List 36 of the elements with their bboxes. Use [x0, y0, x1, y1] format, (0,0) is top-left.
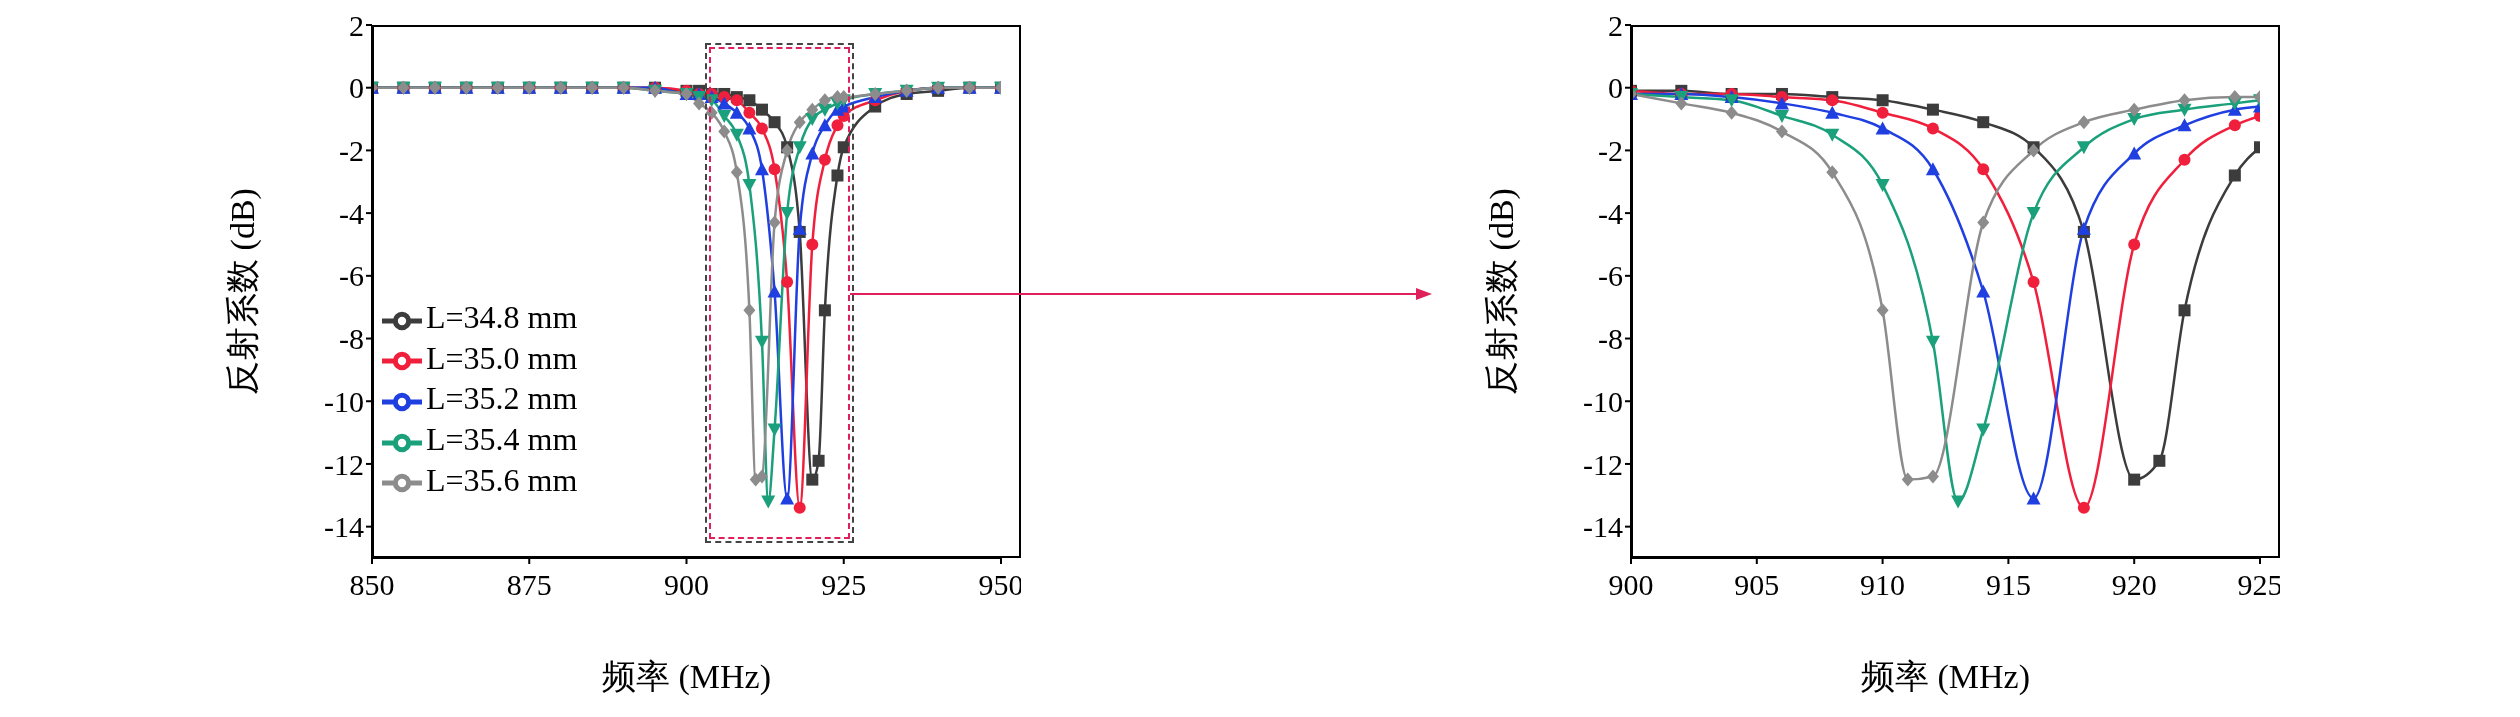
- x-tick-label: 910: [1860, 568, 1906, 602]
- y-tick-label: -10: [1583, 384, 1623, 418]
- legend-label: L=35.2 mm: [426, 380, 578, 417]
- x-tick-label: 875: [506, 568, 552, 602]
- x-axis-title: 频率 (MHz): [601, 658, 772, 696]
- y-tick-label: 0: [1608, 71, 1623, 105]
- legend-label: L=35.4 mm: [426, 420, 578, 457]
- x-tick-label: 915: [1985, 568, 2031, 602]
- x-tick-label: 850: [349, 568, 395, 602]
- y-tick-label: -8: [339, 322, 364, 356]
- y-axis-title: 反射系数 (dB): [224, 188, 263, 395]
- y-tick-label: 2: [349, 8, 364, 42]
- y-tick-label: -14: [1583, 510, 1623, 544]
- y-tick-label: -6: [339, 259, 364, 293]
- y-tick-label: -12: [1583, 447, 1623, 481]
- x-axis-title: 频率 (MHz): [1860, 658, 2031, 696]
- y-axis-title: 反射系数 (dB): [1483, 188, 1522, 395]
- y-tick-label: -2: [339, 134, 364, 168]
- y-tick-label: -14: [324, 510, 364, 544]
- x-tick-label: 920: [2111, 568, 2157, 602]
- x-tick-label: 905: [1734, 568, 1780, 602]
- y-tick-label: 2: [1608, 8, 1623, 42]
- legend-label: L=35.6 mm: [426, 461, 578, 498]
- x-tick-label: 900: [1608, 568, 1654, 602]
- y-tick-label: -2: [1598, 134, 1623, 168]
- y-tick-label: -12: [324, 447, 364, 481]
- y-tick-label: -4: [339, 196, 364, 230]
- y-tick-label: -6: [1598, 259, 1623, 293]
- y-tick-label: -8: [1598, 322, 1623, 356]
- y-tick-label: -10: [324, 384, 364, 418]
- legend-label: L=35.0 mm: [426, 339, 578, 376]
- legend-label: L=34.8 mm: [426, 299, 578, 335]
- x-tick-label: 925: [821, 568, 867, 602]
- x-tick-label: 900: [664, 568, 709, 602]
- y-tick-label: -4: [1598, 196, 1623, 230]
- y-tick-label: 0: [349, 71, 364, 105]
